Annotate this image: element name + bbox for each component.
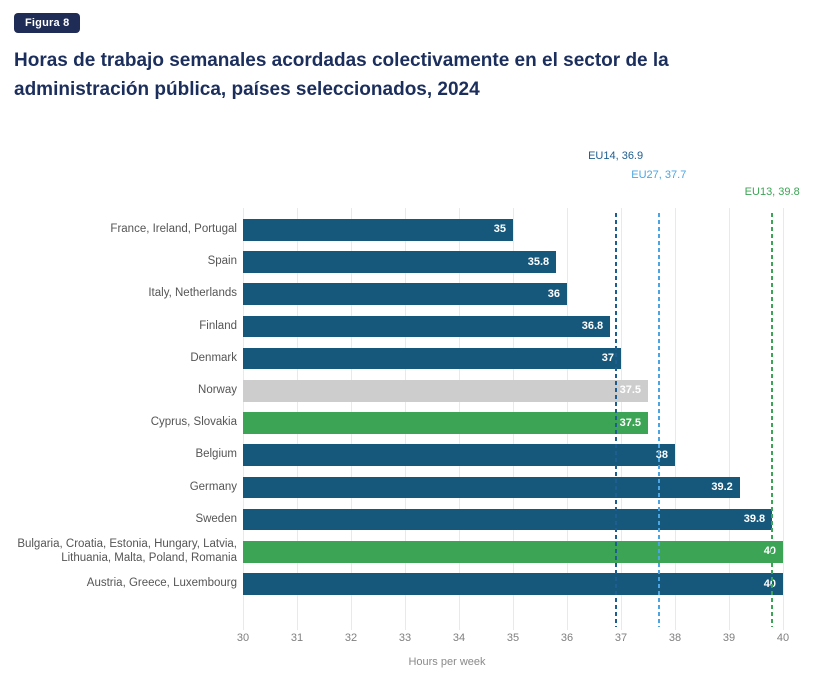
bar-value-label: 37.5 — [619, 416, 641, 429]
category-label: Bulgaria, Croatia, Estonia, Hungary, Lat… — [17, 538, 237, 564]
category-label: Germany — [189, 480, 237, 493]
bar — [243, 541, 783, 563]
bar — [243, 412, 648, 434]
category-label: Spain — [207, 255, 237, 268]
gridline — [782, 208, 784, 630]
reference-line-label: EU14, 36.9 — [588, 150, 644, 162]
x-tick-label: 30 — [236, 632, 250, 644]
x-tick-label: 40 — [776, 632, 790, 644]
category-label: Sweden — [195, 512, 237, 525]
bar — [243, 219, 513, 241]
category-label: Finland — [199, 319, 237, 332]
figure-title: Horas de trabajo semanales acordadas col… — [14, 50, 669, 100]
x-tick-label: 36 — [560, 632, 574, 644]
x-tick-label: 37 — [614, 632, 628, 644]
bar — [243, 444, 675, 466]
bar — [243, 347, 621, 370]
x-tick-label: 33 — [398, 632, 412, 644]
category-label: Belgium — [195, 448, 237, 461]
category-label: Austria, Greece, Luxembourg — [86, 577, 237, 590]
x-axis-title: Hours per week — [408, 656, 486, 668]
bar-value-label: 36.8 — [581, 319, 604, 332]
reference-line — [771, 213, 774, 627]
x-tick-label: 38 — [668, 632, 682, 644]
category-label: France, Ireland, Portugal — [110, 223, 237, 236]
reference-line-label: EU27, 37.7 — [631, 169, 687, 181]
reference-line-label: EU13, 39.8 — [744, 186, 800, 198]
figure-number-badge: Figura 8 — [14, 13, 81, 33]
gridline — [674, 208, 676, 630]
bar-value-label: 37 — [601, 352, 614, 365]
x-tick-label: 34 — [452, 632, 466, 644]
category-label: Norway — [198, 384, 237, 397]
x-tick-label: 31 — [290, 632, 304, 644]
bar — [243, 315, 611, 338]
x-tick-label: 32 — [344, 632, 358, 644]
category-label: Denmark — [190, 351, 237, 364]
bar — [243, 508, 773, 531]
bar-value-label: 35 — [493, 223, 506, 236]
category-label: Italy, Netherlands — [148, 287, 237, 300]
bar-value-label: 37.5 — [619, 384, 641, 397]
bar-value-label: 36 — [547, 287, 560, 300]
bar-value-label: 35.8 — [527, 255, 550, 268]
gridline — [728, 208, 730, 630]
reference-line — [614, 213, 617, 627]
x-tick-label: 39 — [722, 632, 736, 644]
bar-value-label: 39.8 — [743, 513, 766, 526]
reference-line — [657, 213, 660, 627]
bar-value-label: 39.2 — [711, 480, 733, 493]
bar-value-label: 38 — [655, 448, 668, 461]
bar — [243, 380, 648, 402]
bar-value-label: 40 — [763, 545, 776, 558]
bar — [243, 283, 567, 305]
x-tick-label: 35 — [506, 632, 520, 644]
bar — [243, 251, 557, 273]
bar — [243, 573, 783, 595]
bar-value-label: 40 — [763, 577, 776, 590]
category-label: Cyprus, Slovakia — [150, 416, 237, 429]
